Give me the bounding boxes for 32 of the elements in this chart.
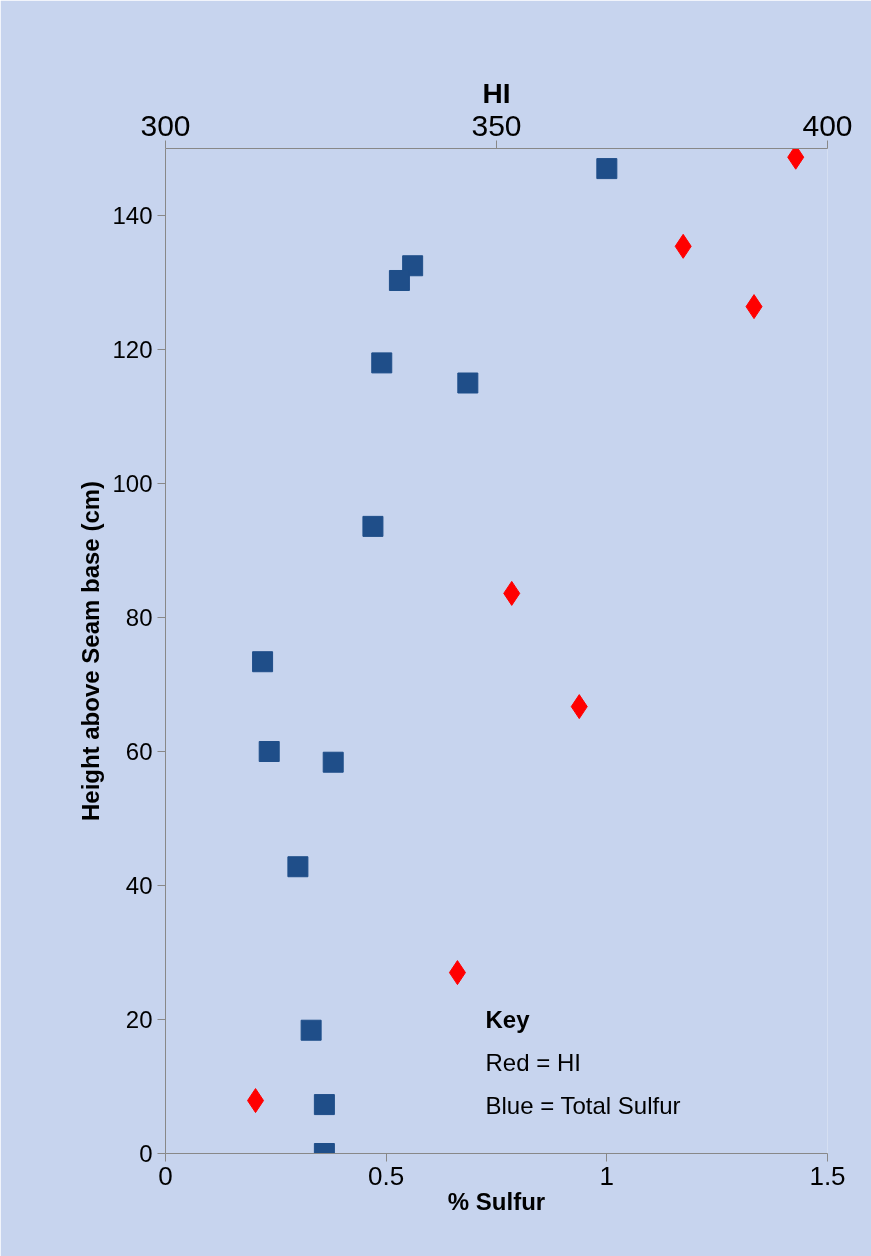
y-tick-label: 140 — [112, 202, 153, 229]
annotation: Blue = Total Sulfur — [485, 1091, 681, 1119]
x2-tick-label: 300 — [140, 108, 191, 142]
x2-tick-label: 350 — [471, 108, 522, 142]
annotation: Key — [485, 1005, 531, 1033]
point — [388, 269, 410, 291]
point — [258, 741, 280, 762]
x2-tick-label: 400 — [802, 108, 853, 142]
y-tick-label: 120 — [112, 336, 153, 363]
y-tick-label: 0 — [139, 1140, 153, 1167]
y-tick-label: 60 — [125, 738, 153, 765]
y-tick-label: 80 — [125, 604, 153, 631]
point — [300, 1019, 322, 1041]
y-tick-label: 100 — [112, 470, 153, 497]
x-tick-label: 1 — [599, 1160, 615, 1191]
y-tick-label: 20 — [125, 1006, 153, 1033]
x-tick-label: 0.5 — [368, 1160, 405, 1191]
point — [287, 856, 309, 878]
point — [596, 158, 618, 180]
x2-axis-title: HI — [482, 77, 511, 109]
point — [362, 515, 384, 537]
y-tick-label: 40 — [125, 872, 153, 899]
annotation: Red = HI — [485, 1048, 581, 1076]
x-tick-label: 1.5 — [809, 1160, 846, 1191]
point — [313, 1094, 335, 1116]
point — [322, 751, 344, 773]
y-axis-title: Height above Seam base (cm) — [77, 480, 105, 822]
x-axis-title: % Sulfur — [447, 1187, 546, 1215]
point — [252, 651, 274, 673]
point — [457, 372, 479, 394]
x-tick-label: 0 — [158, 1160, 173, 1191]
point — [371, 352, 393, 374]
